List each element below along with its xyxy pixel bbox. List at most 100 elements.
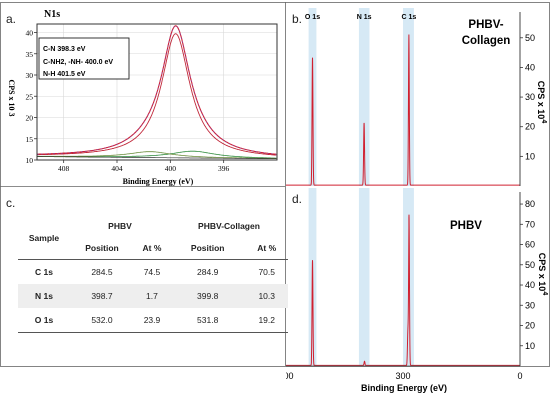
chart-a-ylabel: CPS x 10 3 (7, 79, 16, 116)
table-cell-sample: C 1s (35, 267, 53, 277)
chart-a-ytick-label: 35 (26, 50, 34, 59)
table-cell-sample: O 1s (18, 308, 70, 333)
chart-b-ylabel-text: CPS x 10 (536, 81, 546, 120)
table-row: C 1s 284.5 74.5 284.9 70.5 (18, 260, 288, 285)
table-cell: 284.5 (91, 267, 113, 277)
chart-d-axes: 10 20 30 40 50 60 70 80 600 300 0 (286, 192, 535, 381)
chart-b-ytick-label: 10 (525, 151, 535, 161)
chart-d-xlabel: Binding Energy (eV) (361, 383, 447, 393)
table-cell: 398.7 (70, 284, 134, 308)
table-cell: 74.5 (143, 267, 161, 277)
annotation-n-h: N-H 401.5 eV (43, 71, 86, 78)
chart-b-ytick-label: 50 (525, 33, 535, 43)
chart-a-plot-frame (36, 23, 278, 161)
chart-a-series (37, 25, 277, 160)
chart-b-ytick-label: 20 (525, 122, 535, 132)
chart-b-ytick-label: 40 (525, 62, 535, 72)
phbv-survey-chart: 10 20 30 40 50 60 70 80 600 300 0 PHBV Binding Ene… (286, 188, 548, 393)
table-subheader-position: Position (169, 236, 246, 260)
chart-b-ytick-label: 30 (525, 92, 535, 102)
chart-a-ytick-label: 40 (26, 29, 34, 38)
chart-a-xtick-label: 408 (58, 164, 70, 173)
annotation-c-nh2: C-NH2, -NH- 400.0 eV (43, 59, 113, 66)
chart-d-ylabel-exponent: 4 (541, 291, 548, 295)
chart-d-xtick-label: 300 (395, 371, 410, 381)
chart-b-ylabel-exponent: 4 (540, 119, 547, 123)
chart-b-title-line2: Collagen (462, 35, 511, 47)
chart-a-fit (37, 25, 277, 155)
svg-text:CPS x 104: CPS x 104 (536, 81, 547, 124)
table-group-header-row: Sample PHBV PHBV-Collagen (18, 216, 288, 260)
chart-b-axes: 10 20 30 40 50 (519, 12, 535, 186)
phbv-collagen-survey-chart: 10 20 30 40 50 O 1s N 1s C 1s PHBV- Collagen… (286, 8, 547, 186)
chart-b-highlight-bands (308, 8, 414, 186)
table-cell: 531.8 (169, 308, 246, 333)
chart-b-ylabel: CPS x 104 (536, 81, 547, 124)
chart-a-ytick-label: 10 (26, 156, 34, 165)
table-subheader-at-percent: At % (245, 236, 288, 260)
table-row: N 1s 398.7 1.7 399.8 10.3 (18, 284, 288, 308)
table-cell: 532.0 (70, 308, 134, 333)
table-cell: 10.3 (245, 284, 288, 308)
table-cell: 23.9 (133, 308, 170, 333)
table-header-phbv: PHBV (108, 221, 132, 231)
table-header-sample: Sample (18, 216, 70, 260)
chart-a-xlabel: Binding Energy (eV) (123, 177, 194, 186)
chart-d-xtick-label: 600 (286, 371, 294, 381)
table-subheader-position: Position (70, 236, 134, 260)
chart-d-title: PHBV (450, 220, 482, 232)
chart-a-ytick-label: 30 (26, 71, 34, 80)
chart-a-xtick-label: 396 (218, 164, 230, 173)
chart-d-highlight-bands (308, 188, 414, 366)
composition-table: Sample PHBV PHBV-Collagen Position At % … (18, 216, 288, 333)
table-subheader-at-percent: At % (133, 236, 170, 260)
table-cell: 1.7 (133, 284, 170, 308)
table-cell: 284.9 (197, 267, 219, 277)
panel-label-b: b. (292, 12, 303, 26)
chart-d-ytick-label: 50 (525, 260, 535, 270)
table-row: O 1s 532.0 23.9 531.8 19.2 (18, 308, 288, 333)
chart-d-ytick-label: 10 (525, 341, 535, 351)
table-header-phbv-collagen: PHBV-Collagen (198, 221, 260, 231)
chart-a-ytick-label: 25 (26, 92, 34, 101)
panel-label-a: a. (6, 12, 17, 26)
table-cell: 399.8 (169, 284, 246, 308)
chart-b-series (286, 34, 520, 186)
chart-d-xtick-label: 0 (517, 371, 522, 381)
table-cell: 19.2 (245, 308, 288, 333)
chart-a-axes: 10 15 20 25 30 35 40 408 404 400 396 (26, 23, 278, 173)
composition-table-wrap: Sample PHBV PHBV-Collagen Position At % … (18, 216, 288, 333)
chart-d-ytick-label: 40 (525, 280, 535, 290)
panel-label-d: d. (292, 192, 303, 206)
panel-label-c: c. (6, 196, 16, 210)
chart-a-ytick-label: 15 (26, 135, 34, 144)
chart-b-peak-label-n1s: N 1s (357, 14, 372, 21)
chart-d-ytick-label: 60 (525, 240, 535, 250)
svg-text:CPS x 104: CPS x 104 (537, 253, 548, 296)
chart-a-ytick-label: 20 (26, 114, 34, 123)
chart-a-xtick-label: 404 (111, 164, 123, 173)
chart-d-ytick-label: 30 (525, 300, 535, 310)
chart-a-baseline (37, 156, 277, 160)
chart-d-spectrum (286, 214, 520, 366)
chart-a-xtick-label: 400 (165, 164, 177, 173)
chart-b-title-line1: PHBV- (468, 19, 503, 31)
chart-d-ytick-label: 20 (525, 321, 535, 331)
chart-b-peak-label-c1s: C 1s (402, 14, 417, 21)
chart-d-ytick-label: 70 (525, 219, 535, 229)
chart-a-title: N1s (44, 9, 60, 20)
chart-d-band (358, 188, 370, 366)
chart-d-ylabel-text: CPS x 10 (537, 253, 547, 292)
chart-d-ylabel: CPS x 104 (537, 253, 548, 296)
n1s-spectrum-chart: N1s C-N 398.3 eV C-NH2, -NH- 400.0 eV N-… (7, 9, 278, 186)
chart-b-spectrum (286, 34, 520, 186)
table-subheader-row: Position At % Position At % (18, 236, 288, 260)
table-cell: 70.5 (258, 267, 275, 277)
table-cell-sample: N 1s (18, 284, 70, 308)
chart-b-band (358, 8, 370, 186)
chart-b-peak-label-o1s: O 1s (305, 14, 320, 21)
chart-d-ytick-label: 80 (525, 199, 535, 209)
annotation-frame (38, 37, 130, 80)
chart-a-component-0 (37, 33, 277, 156)
chart-a-component-2 (37, 151, 277, 159)
